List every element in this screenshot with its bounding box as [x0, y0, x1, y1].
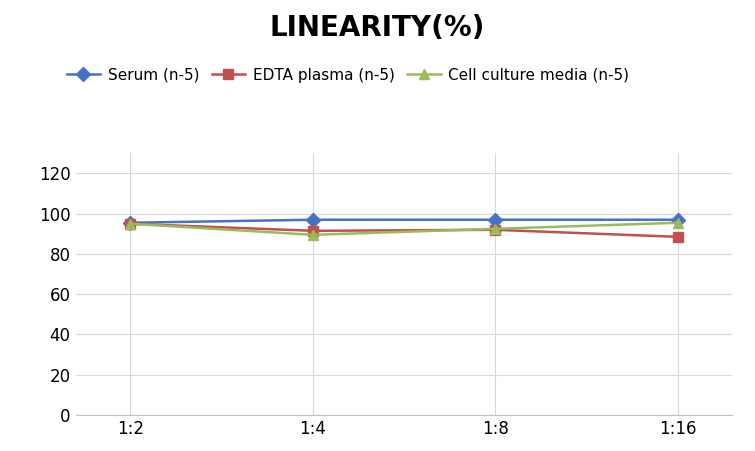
Cell culture media (n‑5): [491, 226, 500, 231]
Serum (n‑5): [125, 220, 135, 226]
Cell culture media (n‑5): [125, 221, 135, 226]
EDTA plasma (n‑5): [491, 227, 500, 233]
Serum (n‑5): [308, 217, 317, 222]
Line: Serum (n‑5): Serum (n‑5): [125, 215, 683, 228]
EDTA plasma (n‑5): [673, 234, 683, 239]
Line: Cell culture media (n‑5): Cell culture media (n‑5): [125, 218, 683, 239]
Text: LINEARITY(%): LINEARITY(%): [270, 14, 485, 41]
EDTA plasma (n‑5): [125, 221, 135, 226]
Cell culture media (n‑5): [308, 232, 317, 238]
Serum (n‑5): [673, 217, 683, 222]
EDTA plasma (n‑5): [308, 228, 317, 234]
Serum (n‑5): [491, 217, 500, 222]
Cell culture media (n‑5): [673, 220, 683, 226]
Line: EDTA plasma (n‑5): EDTA plasma (n‑5): [125, 219, 683, 242]
Legend: Serum (n‑5), EDTA plasma (n‑5), Cell culture media (n‑5): Serum (n‑5), EDTA plasma (n‑5), Cell cul…: [60, 62, 635, 89]
